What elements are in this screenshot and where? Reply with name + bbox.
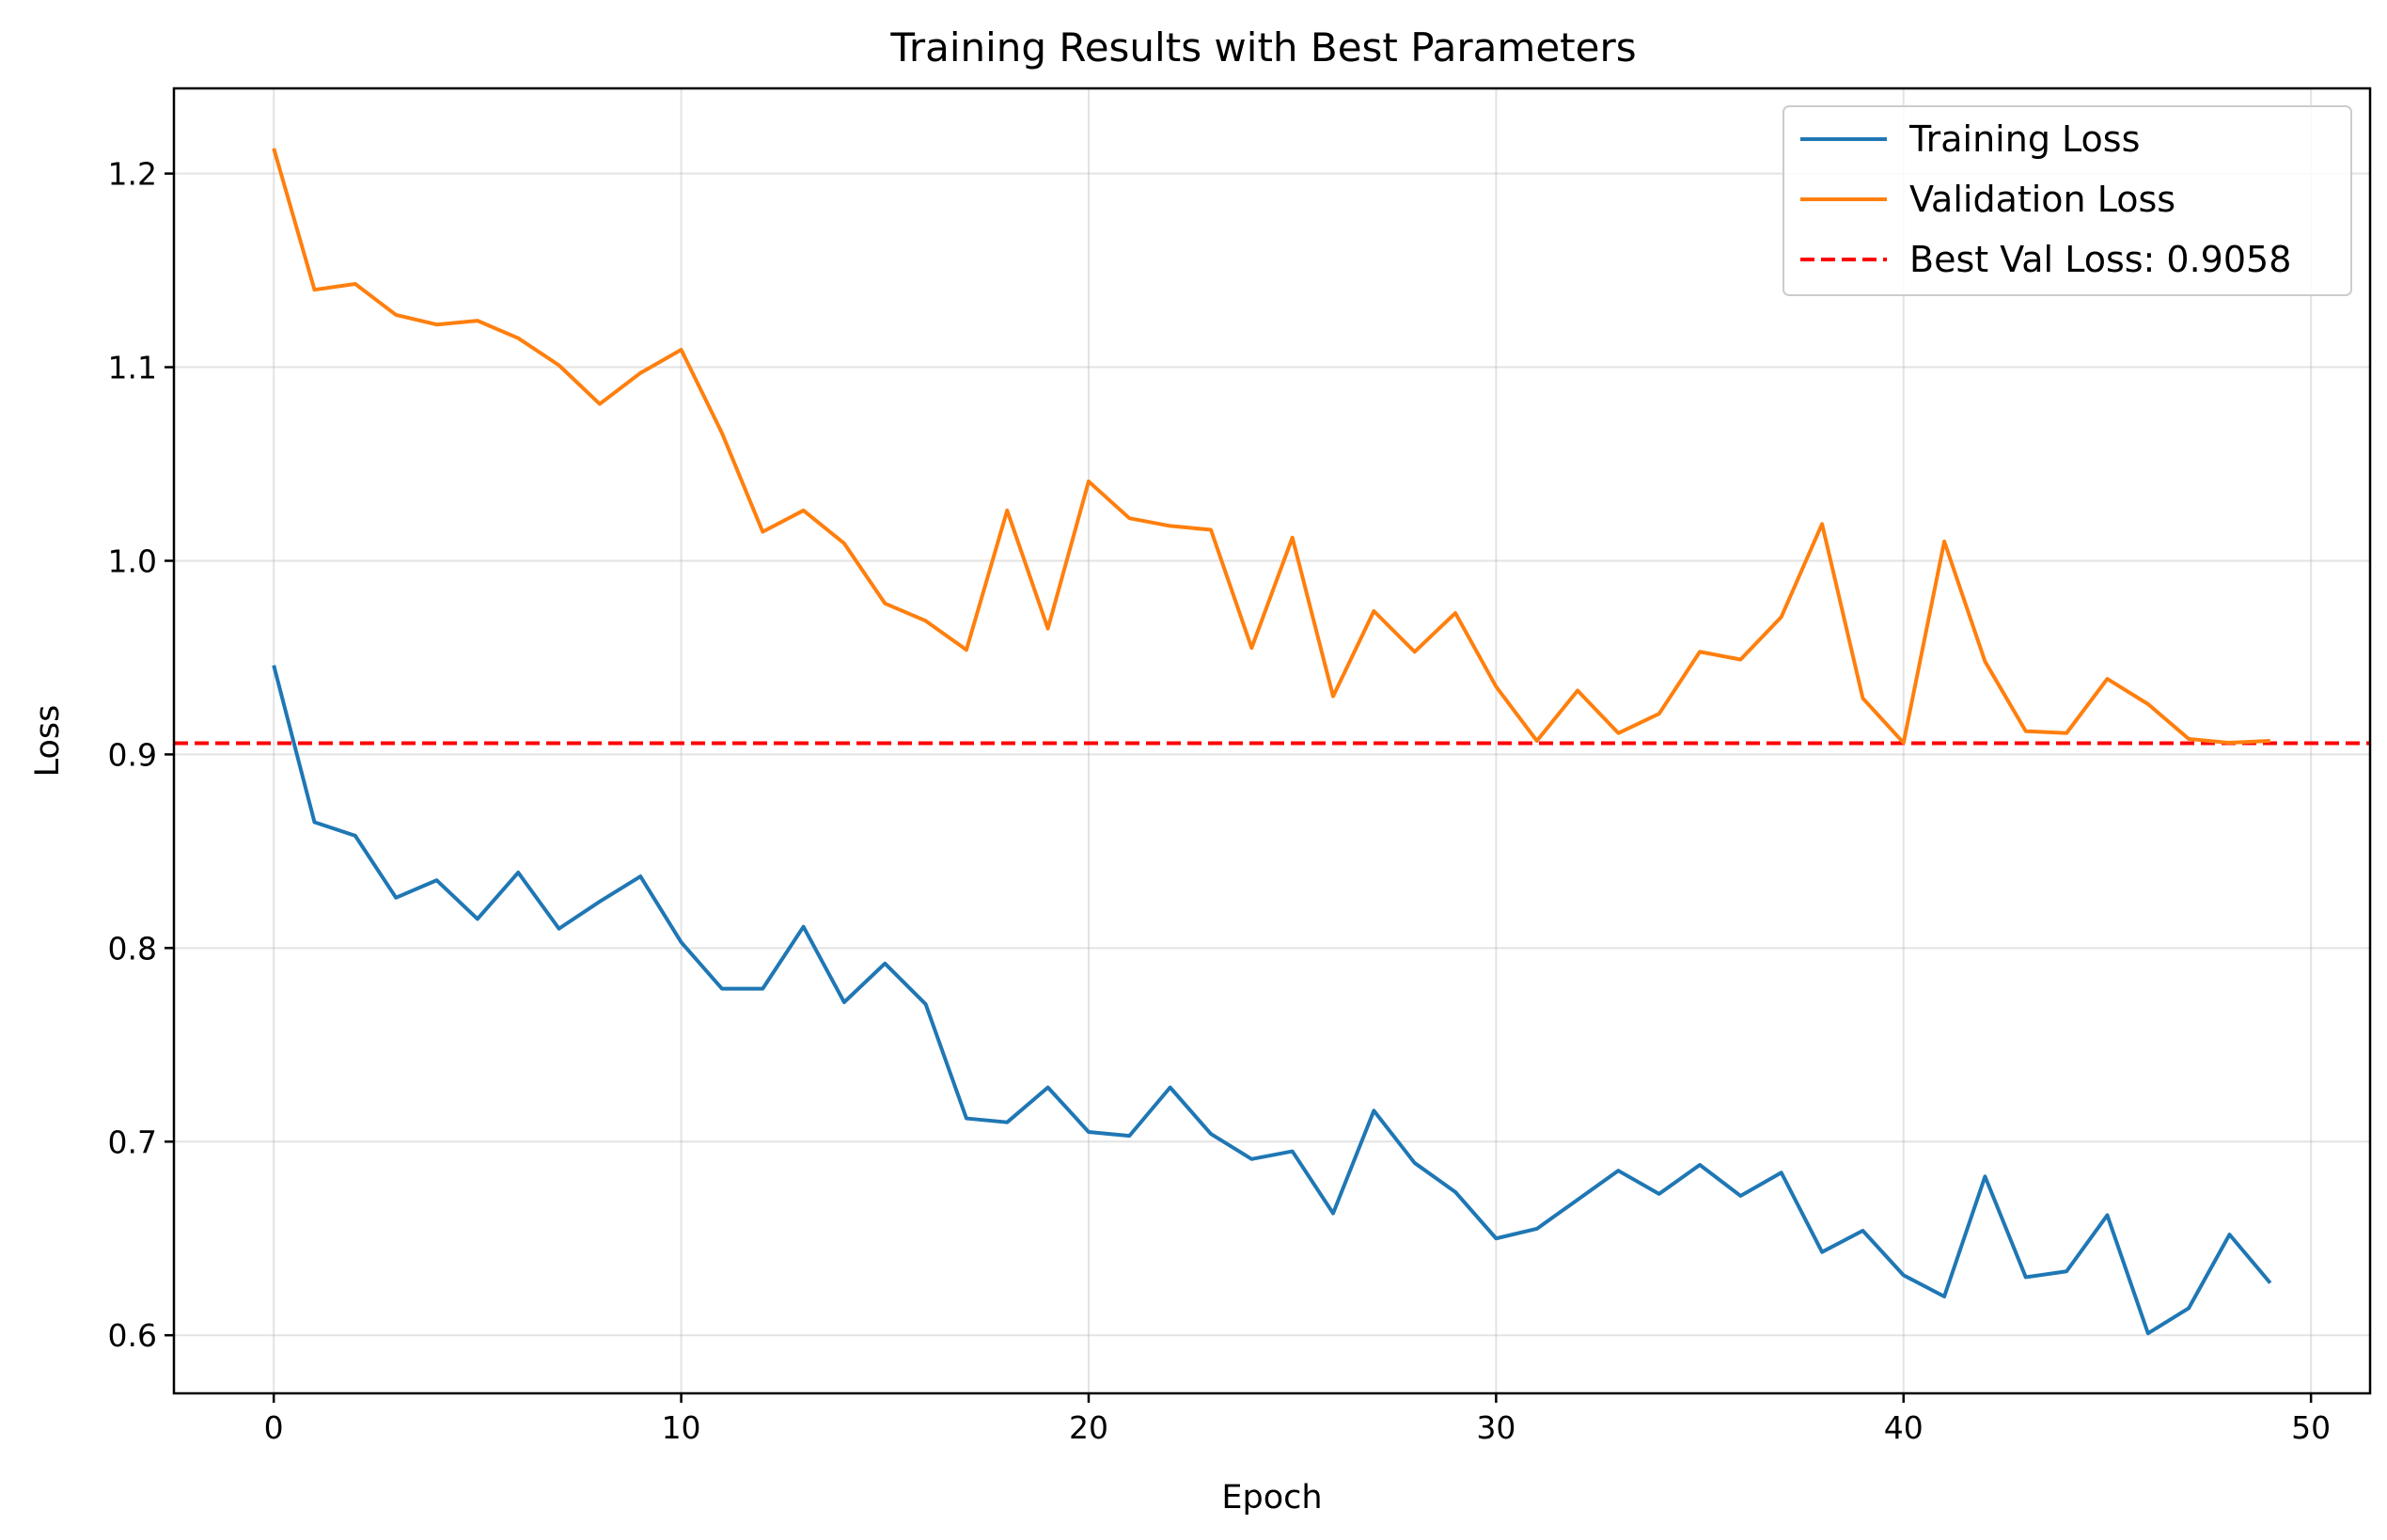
- y-tick-label-1-1: 1.1: [108, 350, 157, 386]
- y-axis-label: Loss: [29, 705, 67, 778]
- y-tick-label-0-6: 0.6: [108, 1317, 157, 1354]
- chart-title: Training Results with Best Parameters: [889, 24, 1636, 71]
- x-tick-label-20: 20: [1069, 1409, 1108, 1446]
- x-tick-label-40: 40: [1884, 1409, 1924, 1446]
- y-tick-label-0-9: 0.9: [108, 736, 157, 773]
- y-axis-ticks: 0.6 0.7 0.8 0.9 1.0 1.1 1.2: [108, 156, 174, 1354]
- legend-label-best-val-loss: Best Val Loss: 0.9058: [1909, 239, 2291, 280]
- x-tick-label-30: 30: [1476, 1409, 1515, 1446]
- legend-label-validation-loss: Validation Loss: [1909, 179, 2175, 220]
- x-tick-label-0: 0: [264, 1409, 284, 1446]
- x-tick-label-10: 10: [662, 1409, 701, 1446]
- x-tick-label-50: 50: [2291, 1409, 2331, 1446]
- grid: [174, 88, 2370, 1393]
- y-tick-label-1: 1.0: [108, 542, 157, 579]
- series-lines: [272, 148, 2272, 1336]
- series-line-validation-loss: [272, 148, 2270, 746]
- y-tick-label-1-2: 1.2: [108, 156, 157, 193]
- y-tick-label-0-7: 0.7: [108, 1124, 157, 1160]
- legend-label-training-loss: Training Loss: [1908, 118, 2140, 160]
- series-line-training-loss: [272, 665, 2272, 1336]
- legend-frame: [1782, 105, 2352, 296]
- plot-frame: [172, 86, 2372, 1395]
- x-axis-label: Epoch: [1221, 1479, 1322, 1516]
- y-tick-label-0-8: 0.8: [108, 930, 157, 966]
- legend: Training Loss Validation Loss Best Val L…: [1782, 105, 2352, 296]
- x-axis-ticks: 0 10 20 30 40 50: [264, 1393, 2331, 1446]
